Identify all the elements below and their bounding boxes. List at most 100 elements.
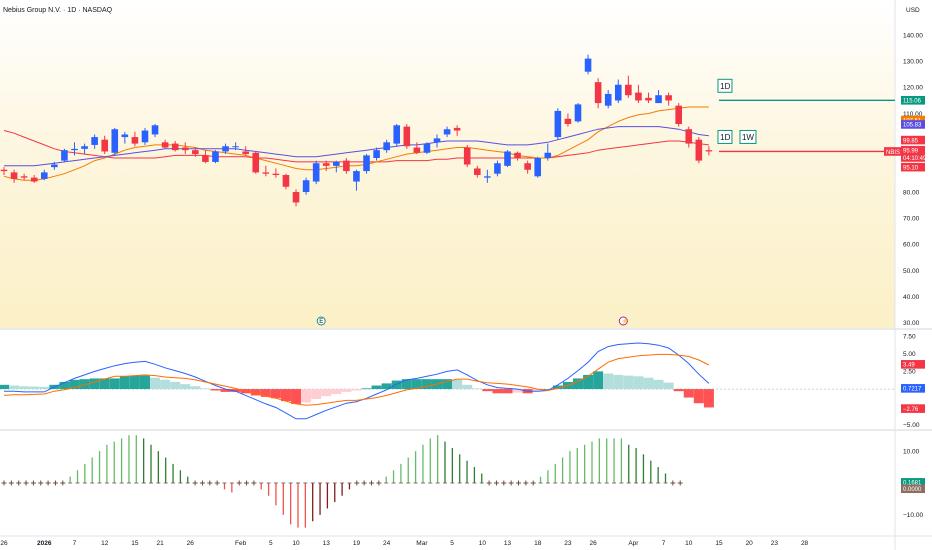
time-axis-tick: 10	[685, 540, 693, 547]
candle-body	[524, 163, 531, 170]
price-tag	[901, 135, 925, 145]
time-axis-tick: 12	[101, 540, 109, 547]
time-axis: 26 2026 7 12 15 21 26 Feb 5 10 13 19 24 Mar 5 10 13 18 23 2…	[0, 540, 808, 547]
candle-body	[614, 84, 622, 101]
price-tag-label: 95.10	[903, 165, 919, 171]
time-axis-tick: 15	[131, 540, 139, 547]
candle-body	[635, 92, 642, 101]
time-axis-tick: 20	[746, 540, 754, 547]
time-axis-tick: 5	[269, 540, 273, 547]
macd-histogram-bar	[442, 379, 453, 390]
candle-body	[604, 93, 612, 106]
candle-body	[121, 134, 129, 138]
candle-body	[695, 139, 703, 161]
price-tag	[901, 145, 925, 155]
macd-histogram-bar	[613, 374, 624, 390]
macd-price-tag	[901, 360, 925, 369]
macd-histogram-bar	[552, 385, 563, 390]
macd-histogram-bar	[452, 379, 463, 390]
price-tag-label: 95.99	[903, 148, 919, 154]
price-axis-tick: 50.00	[903, 268, 920, 275]
macd-histogram-bar	[351, 389, 362, 391]
moving-average-line	[3, 106, 709, 181]
candle-body	[81, 146, 88, 149]
candle-body	[554, 110, 562, 138]
macd-histogram-bar	[280, 389, 291, 402]
candle-body	[625, 84, 632, 96]
time-axis-tick: Mar	[416, 540, 428, 547]
candle-body	[665, 95, 672, 101]
macd-histogram-bar	[462, 384, 473, 390]
candle-body	[383, 142, 390, 151]
candle-body	[423, 143, 431, 153]
price-pane: 140.00130.00120.00110.00100.0090.0080.00…	[0, 32, 927, 327]
macd-pane: 7.505.002.500.0000−5.003.490.7217−2.76	[0, 333, 925, 429]
chart-title: Nebius Group N.V. · 1D · NASDAQ	[3, 7, 113, 14]
price-axis-tick: 40.00	[903, 294, 920, 301]
macd-axis-tick: 5.00	[903, 351, 916, 358]
macd-histogram-bar	[321, 389, 332, 397]
macd-histogram-bar	[361, 388, 372, 390]
time-axis-tick: 26	[187, 540, 195, 547]
candle-body	[594, 82, 602, 104]
candle-body	[403, 126, 411, 147]
time-axis-tick: 21	[156, 540, 164, 547]
candle-body	[111, 129, 119, 153]
macd-histogram-bar	[663, 382, 674, 390]
time-axis-tick: 26	[0, 540, 8, 547]
candle-body	[302, 180, 310, 192]
macd-histogram-bar	[180, 384, 191, 390]
candle-body	[373, 150, 380, 158]
macd-histogram-bar	[673, 389, 684, 392]
macd-histogram-bar	[150, 377, 161, 390]
candle-body	[10, 172, 18, 179]
time-axis-tick: 10	[479, 540, 487, 547]
candle-body	[151, 125, 159, 135]
candle-body	[413, 147, 421, 153]
oscillator-axis-tick: 10.00	[903, 448, 920, 455]
macd-histogram-bar	[210, 389, 221, 391]
macd-price-tag-label: −2.76	[903, 407, 919, 413]
macd-histogram-bar	[270, 389, 281, 399]
candle-body	[363, 155, 370, 172]
macd-histogram-bar	[260, 389, 271, 397]
candle-body	[101, 139, 108, 152]
macd-histogram-bar	[311, 389, 322, 399]
macd-histogram-bar	[401, 379, 412, 390]
oscillator-pane-background	[0, 431, 895, 535]
candle-body	[584, 58, 592, 72]
macd-histogram-bar	[633, 376, 644, 390]
candle-body	[393, 125, 401, 144]
candle-body	[61, 150, 68, 161]
time-axis-tick: 13	[504, 540, 512, 547]
macd-histogram-bar	[99, 378, 110, 390]
candle-body	[30, 177, 38, 182]
price-axis-tick: 60.00	[903, 242, 920, 249]
candle-body	[675, 105, 682, 124]
macd-histogram-bar	[109, 378, 120, 390]
macd-histogram-bar	[472, 388, 483, 390]
ticker-badge	[884, 147, 901, 156]
price-tag	[901, 153, 925, 162]
candle-body	[161, 142, 169, 148]
macd-histogram-bar	[79, 379, 90, 390]
candle-body	[685, 129, 693, 144]
candle-body	[20, 176, 28, 178]
price-tag	[901, 162, 925, 172]
event-marker	[316, 316, 326, 326]
macd-histogram-bar	[220, 389, 231, 392]
macd-histogram-bar	[532, 389, 543, 392]
candle-body	[343, 160, 350, 172]
time-axis-tick: 7	[662, 540, 666, 547]
macd-histogram-bar	[0, 384, 9, 390]
timeframe-badge-label: 1D	[720, 133, 730, 142]
candle-body	[504, 151, 511, 166]
candle-body	[705, 150, 713, 152]
candle-body	[171, 143, 179, 151]
price-axis-tick: 120.00	[903, 85, 923, 92]
event-marker	[618, 316, 628, 326]
price-axis-tick: 30.00	[903, 320, 920, 327]
macd-histogram-bar	[129, 375, 140, 390]
